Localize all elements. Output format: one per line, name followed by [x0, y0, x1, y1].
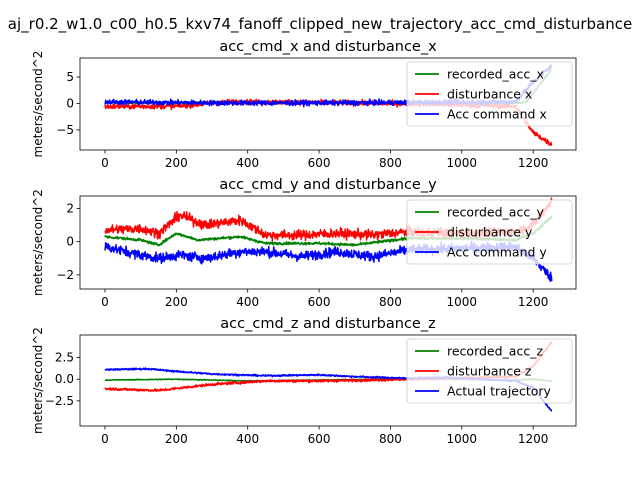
x-tick-label: 1200	[518, 432, 549, 446]
y-tick-label: −2	[56, 268, 74, 282]
x-tick-label: 600	[308, 295, 331, 309]
legend-label: recorded_acc_y	[447, 205, 544, 220]
y-axis-label: meters/second^2	[31, 327, 45, 434]
x-tick-label: 0	[101, 156, 109, 170]
subplot-title: acc_cmd_x and disturbance_x	[219, 39, 437, 55]
x-tick-label: 1200	[518, 295, 549, 309]
legend: recorded_acc_y disturbance y Acc command y	[406, 199, 573, 265]
y-axis-label: meters/second^2	[31, 189, 45, 296]
x-tick-label: 200	[165, 295, 188, 309]
y-tick-label: −5	[56, 123, 74, 137]
subplot-2: acc_cmd_y and disturbance_y meters/second…	[31, 177, 577, 309]
legend: recorded_acc_z disturbance z Actual trajec…	[406, 338, 573, 404]
y-tick-label: 2	[66, 201, 74, 215]
x-tick-label: 0	[101, 432, 109, 446]
legend-label: disturbance z	[447, 364, 532, 379]
axes-frame	[79, 57, 577, 151]
y-tick-label: 0	[66, 96, 74, 110]
x-tick-label: 400	[236, 295, 259, 309]
legend-label: disturbance y	[447, 225, 533, 240]
legend-label: Acc command y	[447, 245, 547, 260]
y-tick-label: 0.0	[55, 372, 74, 386]
x-tick-label: 600	[308, 156, 331, 170]
legend-box	[406, 199, 573, 265]
subplot-title: acc_cmd_z and disturbance_z	[220, 316, 435, 332]
y-axis-label: meters/second^2	[31, 51, 45, 158]
x-tick-label: 1200	[518, 156, 549, 170]
axes-frame	[79, 195, 577, 290]
legend-box	[406, 338, 573, 404]
y-tick-label: 2.5	[55, 351, 74, 365]
x-tick-label: 600	[308, 432, 331, 446]
x-tick-label: 1000	[447, 156, 478, 170]
x-tick-label: 800	[379, 295, 402, 309]
x-tick-label: 1000	[447, 432, 478, 446]
x-tick-label: 200	[165, 156, 188, 170]
legend-box	[406, 61, 573, 127]
axes-frame	[79, 334, 577, 427]
subplot-title: acc_cmd_y and disturbance_y	[219, 177, 437, 193]
y-tick-label: 0	[66, 235, 74, 249]
subplot-1: acc_cmd_x and disturbance_x meters/second…	[31, 39, 577, 170]
x-tick-label: 200	[165, 432, 188, 446]
x-tick-label: 400	[236, 432, 259, 446]
x-tick-label: 0	[101, 295, 109, 309]
legend-label: Acc command x	[447, 107, 547, 122]
subplot-3: acc_cmd_z and disturbance_z meters/second…	[31, 316, 577, 446]
legend-label: recorded_acc_z	[447, 344, 543, 359]
legend: recorded_acc_x disturbance x Acc command x	[406, 61, 573, 127]
x-tick-label: 800	[379, 156, 402, 170]
legend-label: Actual trajectory	[447, 384, 552, 399]
x-tick-label: 1000	[447, 295, 478, 309]
x-tick-label: 800	[379, 432, 402, 446]
legend-label: disturbance x	[447, 87, 532, 102]
y-tick-label: 5	[66, 70, 74, 84]
y-tick-label: −2.5	[45, 394, 74, 408]
figure-suptitle: aj_r0.2_w1.0_c00_h0.5_kxv74_fanoff_clipp…	[8, 15, 632, 34]
x-tick-label: 400	[236, 156, 259, 170]
legend-label: recorded_acc_x	[447, 67, 544, 82]
